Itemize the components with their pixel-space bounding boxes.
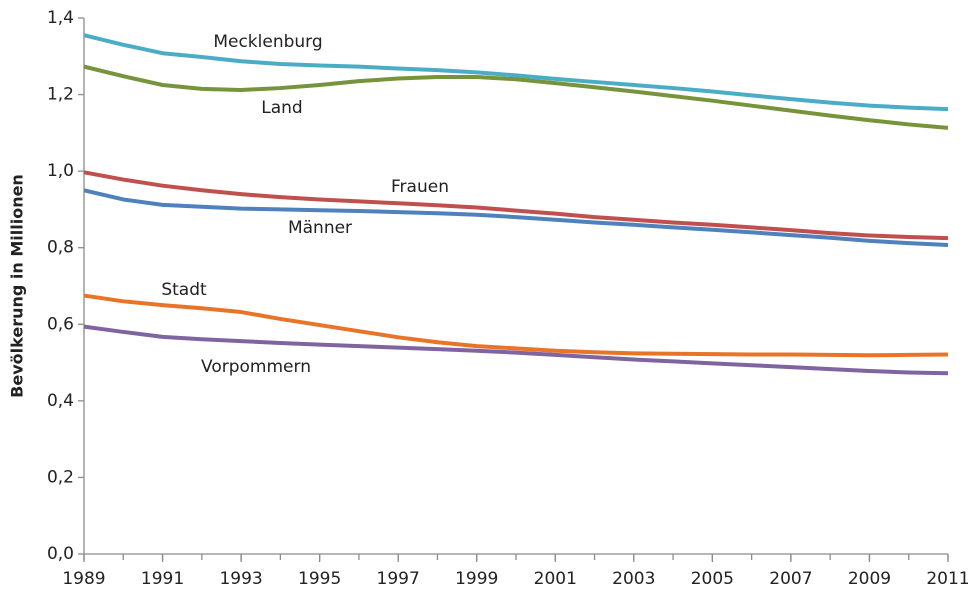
y-tick-label: 0,8 — [47, 238, 74, 258]
y-axis-label: Bevölkerung in Millionen — [8, 174, 27, 398]
series-label: Land — [261, 98, 302, 118]
x-tick-label: 2007 — [769, 569, 812, 589]
series-label: Mecklenburg — [213, 32, 322, 52]
series-label: Frauen — [391, 177, 449, 197]
x-tick-label: 2001 — [534, 569, 577, 589]
x-tick-label: 2003 — [612, 569, 655, 589]
x-tick-label: 1991 — [141, 569, 184, 589]
series-label: Vorpommern — [201, 357, 311, 377]
x-tick-label: 2009 — [848, 569, 891, 589]
x-tick-label: 2011 — [926, 569, 969, 589]
series-line — [83, 33, 949, 112]
x-tick-label: 1995 — [298, 569, 341, 589]
y-tick-label: 0,0 — [47, 544, 74, 564]
x-tick-label: 1999 — [455, 569, 498, 589]
series-line — [83, 293, 949, 358]
y-tick-label: 1,2 — [47, 85, 74, 105]
series-line — [83, 170, 949, 241]
series-line — [83, 64, 949, 130]
y-tick-label: 1,4 — [47, 8, 74, 28]
series-line — [83, 188, 949, 248]
y-tick-label: 1,0 — [47, 161, 74, 181]
x-tick-label: 1993 — [219, 569, 262, 589]
y-tick-label: 0,2 — [47, 467, 74, 487]
y-tick-label: 0,6 — [47, 314, 74, 334]
x-tick-label: 1997 — [377, 569, 420, 589]
y-tick-label: 0,4 — [47, 391, 74, 411]
x-tick-label: 2005 — [691, 569, 734, 589]
series-label: Männer — [288, 218, 352, 238]
series-line — [83, 324, 949, 376]
x-tick-label: 1989 — [62, 569, 105, 589]
series-label: Stadt — [161, 280, 207, 300]
